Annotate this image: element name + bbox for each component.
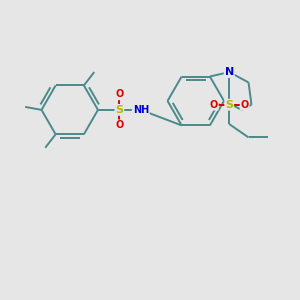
Text: S: S (116, 105, 123, 115)
Text: N: N (225, 67, 234, 77)
Text: NH: NH (133, 105, 149, 115)
Text: S: S (225, 100, 233, 110)
Text: O: O (241, 100, 249, 110)
Text: O: O (210, 100, 218, 110)
Text: O: O (115, 89, 124, 99)
Text: O: O (115, 120, 124, 130)
